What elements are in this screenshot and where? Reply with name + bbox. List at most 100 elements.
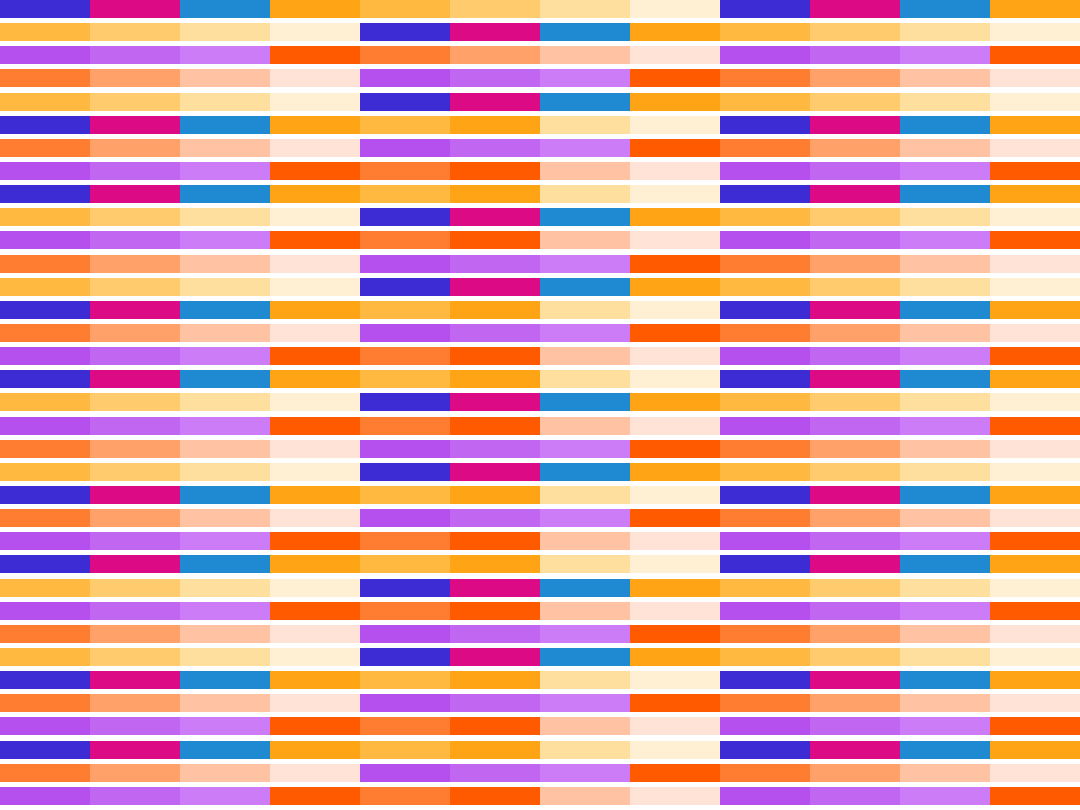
color-block (630, 324, 720, 342)
color-block (180, 324, 270, 342)
color-block (630, 717, 720, 735)
color-block (0, 69, 90, 87)
color-block (450, 208, 540, 226)
color-block (270, 69, 360, 87)
color-block (900, 347, 990, 365)
color-block (630, 139, 720, 157)
color-block (720, 23, 810, 41)
color-block (180, 370, 270, 388)
color-block (180, 347, 270, 365)
color-block (0, 255, 90, 273)
color-block (180, 278, 270, 296)
color-block (990, 46, 1080, 64)
color-block (360, 301, 450, 319)
stripe-row (0, 717, 1080, 735)
color-block (180, 579, 270, 597)
color-block (360, 625, 450, 643)
color-block (720, 787, 810, 805)
color-block (720, 278, 810, 296)
color-block (0, 185, 90, 203)
color-block (540, 93, 630, 111)
color-block (180, 532, 270, 550)
color-block (810, 93, 900, 111)
stripe-row (0, 555, 1080, 573)
color-block (540, 764, 630, 782)
color-block (810, 764, 900, 782)
color-block (990, 787, 1080, 805)
stripe-row (0, 0, 1080, 18)
color-block (720, 717, 810, 735)
color-block (180, 301, 270, 319)
color-block (990, 463, 1080, 481)
color-block (720, 741, 810, 759)
color-block (540, 162, 630, 180)
color-block (630, 69, 720, 87)
color-block (630, 741, 720, 759)
color-block (720, 116, 810, 134)
color-block (180, 602, 270, 620)
color-block (900, 694, 990, 712)
color-block (180, 694, 270, 712)
stripe-row (0, 463, 1080, 481)
color-block (180, 162, 270, 180)
stripe-row (0, 69, 1080, 87)
color-block (810, 139, 900, 157)
color-block (0, 23, 90, 41)
color-block (450, 278, 540, 296)
color-block (0, 787, 90, 805)
color-block (810, 69, 900, 87)
color-block (630, 347, 720, 365)
stripe-row (0, 324, 1080, 342)
color-block (360, 162, 450, 180)
color-block (450, 231, 540, 249)
color-block (810, 625, 900, 643)
color-block (360, 555, 450, 573)
color-block (630, 185, 720, 203)
color-block (990, 93, 1080, 111)
color-block (180, 717, 270, 735)
color-block (180, 787, 270, 805)
color-block (720, 93, 810, 111)
color-block (720, 301, 810, 319)
color-block (270, 324, 360, 342)
color-block (270, 116, 360, 134)
color-block (540, 486, 630, 504)
color-block (270, 93, 360, 111)
color-block (0, 625, 90, 643)
color-block (90, 0, 180, 18)
color-block (540, 23, 630, 41)
color-block (360, 694, 450, 712)
stripe-row (0, 23, 1080, 41)
color-block (0, 671, 90, 689)
color-block (900, 787, 990, 805)
color-block (900, 532, 990, 550)
color-block (450, 787, 540, 805)
color-block (450, 301, 540, 319)
color-block (900, 625, 990, 643)
color-block (540, 185, 630, 203)
color-block (90, 301, 180, 319)
color-block (0, 208, 90, 226)
color-block (270, 185, 360, 203)
stripe-row (0, 440, 1080, 458)
stripe-row (0, 231, 1080, 249)
color-block (900, 602, 990, 620)
color-block (360, 278, 450, 296)
color-block (900, 208, 990, 226)
color-block (990, 417, 1080, 435)
color-block (720, 370, 810, 388)
color-block (630, 648, 720, 666)
color-block (360, 208, 450, 226)
color-block (630, 694, 720, 712)
color-block (180, 185, 270, 203)
color-block (360, 417, 450, 435)
color-block (360, 347, 450, 365)
color-block (720, 139, 810, 157)
color-block (630, 764, 720, 782)
color-block (360, 255, 450, 273)
stripe-row (0, 208, 1080, 226)
color-block (450, 440, 540, 458)
color-block (450, 393, 540, 411)
stripe-row (0, 370, 1080, 388)
